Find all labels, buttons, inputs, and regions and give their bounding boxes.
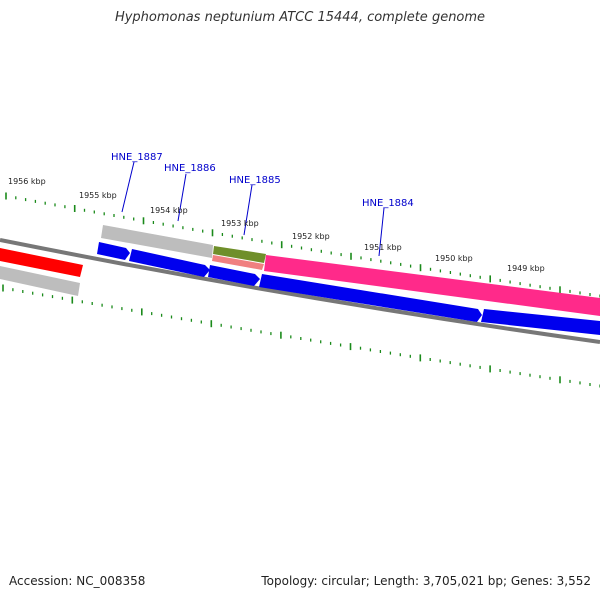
chromosome-backbone bbox=[0, 238, 600, 344]
scale-label-1950: 1950 kbp bbox=[435, 254, 473, 263]
gene-label-leader-1887 bbox=[121, 161, 135, 213]
feature-salmon-segment[interactable] bbox=[212, 255, 264, 270]
scale-label-1955: 1955 kbp bbox=[79, 191, 117, 200]
scale-label-1951: 1951 kbp bbox=[364, 243, 402, 252]
scale-label-1953: 1953 kbp bbox=[221, 219, 259, 228]
feature-red-segment[interactable] bbox=[0, 248, 83, 277]
gene-arrow-hne-1887[interactable] bbox=[97, 242, 130, 260]
scale-label-1949: 1949 kbp bbox=[507, 264, 545, 273]
gene-label-hne-1884[interactable]: HNE_1884 bbox=[362, 198, 414, 209]
inner-tick-row bbox=[2, 284, 600, 388]
gene-label-hne-1886[interactable]: HNE_1886 bbox=[164, 163, 216, 174]
scale-label-1952: 1952 kbp bbox=[292, 232, 330, 241]
gene-label-leader-1884 bbox=[378, 207, 385, 257]
gene-label-leader-1886 bbox=[177, 173, 187, 222]
gene-label-hne-1885[interactable]: HNE_1885 bbox=[229, 175, 281, 186]
gene-arrow-next[interactable] bbox=[481, 309, 600, 335]
gene-label-leader-1885 bbox=[243, 184, 253, 236]
gene-arrow-hne-1885[interactable] bbox=[208, 265, 260, 286]
feature-olive-segment[interactable] bbox=[213, 246, 266, 263]
scale-label-1954: 1954 kbp bbox=[150, 206, 188, 215]
map-title: Hyphomonas neptunium ATCC 15444, complet… bbox=[114, 10, 486, 25]
feature-gray-segment[interactable] bbox=[101, 225, 213, 258]
gene-arrow-hne-1884[interactable] bbox=[259, 274, 482, 322]
outer-tick-row bbox=[5, 192, 600, 298]
accession-label: Accession: NC_008358 bbox=[9, 574, 146, 588]
feature-pink-segment[interactable] bbox=[264, 255, 600, 316]
genome-summary: Topology: circular; Length: 3,705,021 bp… bbox=[261, 574, 591, 588]
feature-gray-segment-left[interactable] bbox=[0, 266, 80, 296]
gene-arrow-hne-1886[interactable] bbox=[129, 249, 210, 277]
scale-label-1956: 1956 kbp bbox=[8, 177, 46, 186]
gene-label-hne-1887[interactable]: HNE_1887 bbox=[111, 152, 163, 163]
